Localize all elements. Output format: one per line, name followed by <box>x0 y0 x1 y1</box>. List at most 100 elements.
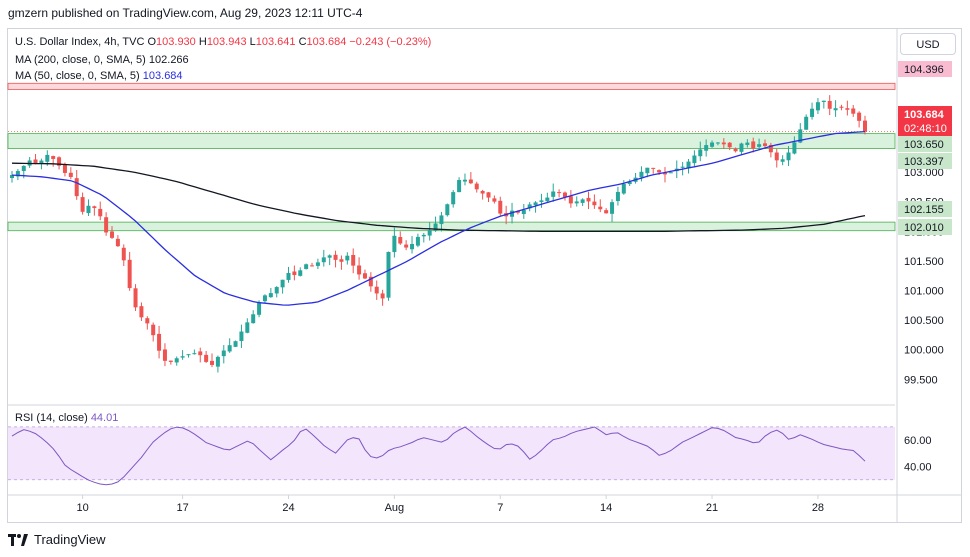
price-tick-label: 99.500 <box>904 374 938 386</box>
rsi-tick-label: 40.00 <box>904 462 932 474</box>
candle-body <box>286 273 291 280</box>
price-tag-bg <box>898 153 952 169</box>
candle-body <box>104 217 109 233</box>
publisher-line: gmzern published on TradingView.com, Aug… <box>8 6 363 20</box>
candle-body <box>839 106 844 108</box>
price-tag-bg <box>898 201 952 217</box>
candle-body <box>274 287 279 294</box>
legend-ma50[interactable]: MA (50, close, 0, SMA, 5) 103.684 <box>15 70 183 82</box>
candle-body <box>580 199 585 203</box>
candle-body <box>462 179 467 182</box>
candle-body <box>115 238 120 247</box>
candle-body <box>45 154 50 162</box>
candle-body <box>186 354 191 356</box>
candle-body <box>562 192 567 198</box>
candle-body <box>204 354 209 362</box>
candle-body <box>57 157 62 166</box>
price-tag-bg <box>898 61 952 77</box>
candle-body <box>692 155 697 164</box>
candle-body <box>168 360 173 362</box>
candle-body <box>245 322 250 333</box>
time-tick-label: 28 <box>812 502 824 514</box>
footer-brand[interactable]: TradingView <box>8 532 106 547</box>
legend-ma50-value: 103.684 <box>142 70 183 82</box>
candle-body <box>139 306 144 318</box>
candle-body <box>98 208 103 217</box>
legend-rsi[interactable]: RSI (14, close) 44.01 <box>15 412 118 424</box>
candle-body <box>210 360 215 365</box>
candle-body <box>315 262 320 266</box>
candle-body <box>21 165 26 171</box>
candle-body <box>739 143 744 152</box>
candle-body <box>762 143 767 146</box>
candle-body <box>786 152 791 161</box>
legend-rsi-value: 44.01 <box>90 412 119 424</box>
candle-body <box>51 156 56 159</box>
candle-body <box>380 293 385 299</box>
time-tick-label: 14 <box>600 502 612 514</box>
legend-close: 103.684 <box>306 36 347 48</box>
chart-frame <box>7 28 962 523</box>
candle-body <box>451 192 456 205</box>
currency-button[interactable]: USD <box>900 33 956 55</box>
candle-body <box>586 197 591 202</box>
legend-high: 103.943 <box>206 36 247 48</box>
candle-body <box>680 166 685 168</box>
price-tag-bg <box>898 219 952 235</box>
candle-body <box>180 356 185 358</box>
candle-body <box>404 244 409 248</box>
price-tick-label: 103.000 <box>904 167 944 179</box>
candle-body <box>162 349 167 361</box>
candle-body <box>639 171 644 178</box>
candle-body <box>233 341 238 347</box>
candle-body <box>539 200 544 202</box>
candle-body <box>815 102 820 111</box>
candle-body <box>310 265 315 267</box>
candle-body <box>598 206 603 210</box>
candle-body <box>780 159 785 162</box>
candle-body <box>545 197 550 202</box>
candle-body <box>627 181 632 184</box>
price-tag-bg <box>898 120 952 136</box>
candle-body <box>792 142 797 154</box>
candle-body <box>445 204 450 216</box>
candle-body <box>804 116 809 130</box>
price-tag-current: 103.684 <box>904 109 945 121</box>
candle-body <box>121 247 126 261</box>
candle-body <box>339 259 344 262</box>
candle-body <box>215 356 220 367</box>
candle-body <box>810 108 815 117</box>
candle-body <box>268 293 273 298</box>
legend-low-label: L <box>249 36 256 48</box>
candle-body <box>592 201 597 206</box>
candle-body <box>645 167 650 174</box>
tradingview-logo-icon <box>8 533 28 546</box>
candle-body <box>492 198 497 202</box>
candle-body <box>751 141 756 149</box>
zone-resistance <box>7 82 896 90</box>
candle-body <box>686 161 691 169</box>
time-tick-label: 7 <box>497 502 503 514</box>
candle-body <box>557 192 562 194</box>
candle-body <box>821 100 826 103</box>
candle-body <box>33 159 38 164</box>
price-tag-bg <box>898 106 952 122</box>
candle-body <box>833 108 838 111</box>
candle-body <box>615 191 620 202</box>
candle-body <box>721 142 726 145</box>
time-tick-label: Aug <box>385 502 405 514</box>
candle-body <box>568 196 573 204</box>
candle-body <box>280 279 285 288</box>
candle-body <box>374 286 379 294</box>
legend-ma200-label: MA (200, close, 0, SMA, 5) <box>15 54 146 66</box>
candle-body <box>710 142 715 147</box>
candle-body <box>774 152 779 161</box>
candle-body <box>651 167 656 169</box>
price-tag-green: 102.155 <box>904 204 944 216</box>
candle-body <box>192 353 197 355</box>
candle-body <box>474 183 479 190</box>
price-tick-label: 101.000 <box>904 286 944 298</box>
ma200-line <box>11 162 866 232</box>
legend-ma200[interactable]: MA (200, close, 0, SMA, 5) 102.266 <box>15 54 189 66</box>
